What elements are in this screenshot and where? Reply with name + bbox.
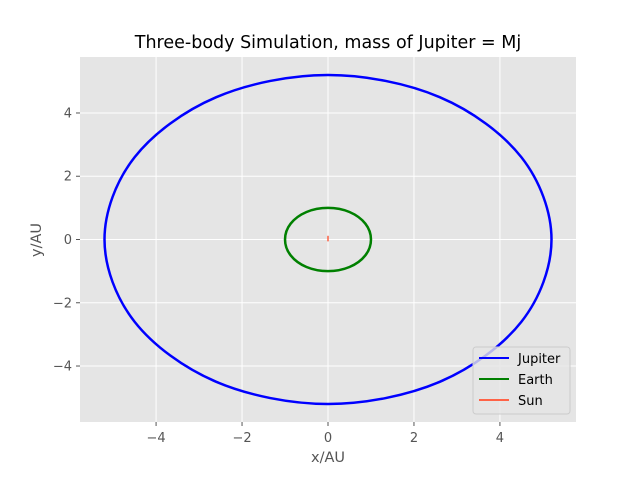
tick-labels: −4 −2 0 2 4 −4 −2 0 2 4 xyxy=(53,106,504,446)
y-tick-label-4: 4 xyxy=(64,106,72,121)
legend-label-sun: Sun xyxy=(518,394,543,409)
y-tick-label-0: −4 xyxy=(53,360,72,375)
series-line-jupiter xyxy=(103,73,553,406)
x-tick-label-1: −2 xyxy=(232,431,251,446)
y-tick-label-2: 0 xyxy=(64,233,72,248)
legend-label-jupiter: Jupiter xyxy=(517,352,561,367)
y-tick-label-1: −2 xyxy=(53,296,72,311)
series-line-earth xyxy=(283,206,373,273)
x-tick-label-0: −4 xyxy=(146,431,165,446)
x-tick-label-2: 0 xyxy=(324,431,332,446)
legend-box xyxy=(472,346,571,415)
chart-legend: Jupiter Earth Sun xyxy=(472,346,571,415)
x-tick-label-3: 2 xyxy=(410,431,418,446)
x-axis-label: x/AU xyxy=(311,450,345,466)
y-tick-label-3: 2 xyxy=(64,170,72,185)
y-axis-label: y/AU xyxy=(29,223,45,257)
chart-title: Three-body Simulation, mass of Jupiter =… xyxy=(134,33,521,53)
legend-label-earth: Earth xyxy=(518,373,553,388)
x-tick-label-4: 4 xyxy=(496,431,504,446)
series-lines xyxy=(103,73,553,406)
